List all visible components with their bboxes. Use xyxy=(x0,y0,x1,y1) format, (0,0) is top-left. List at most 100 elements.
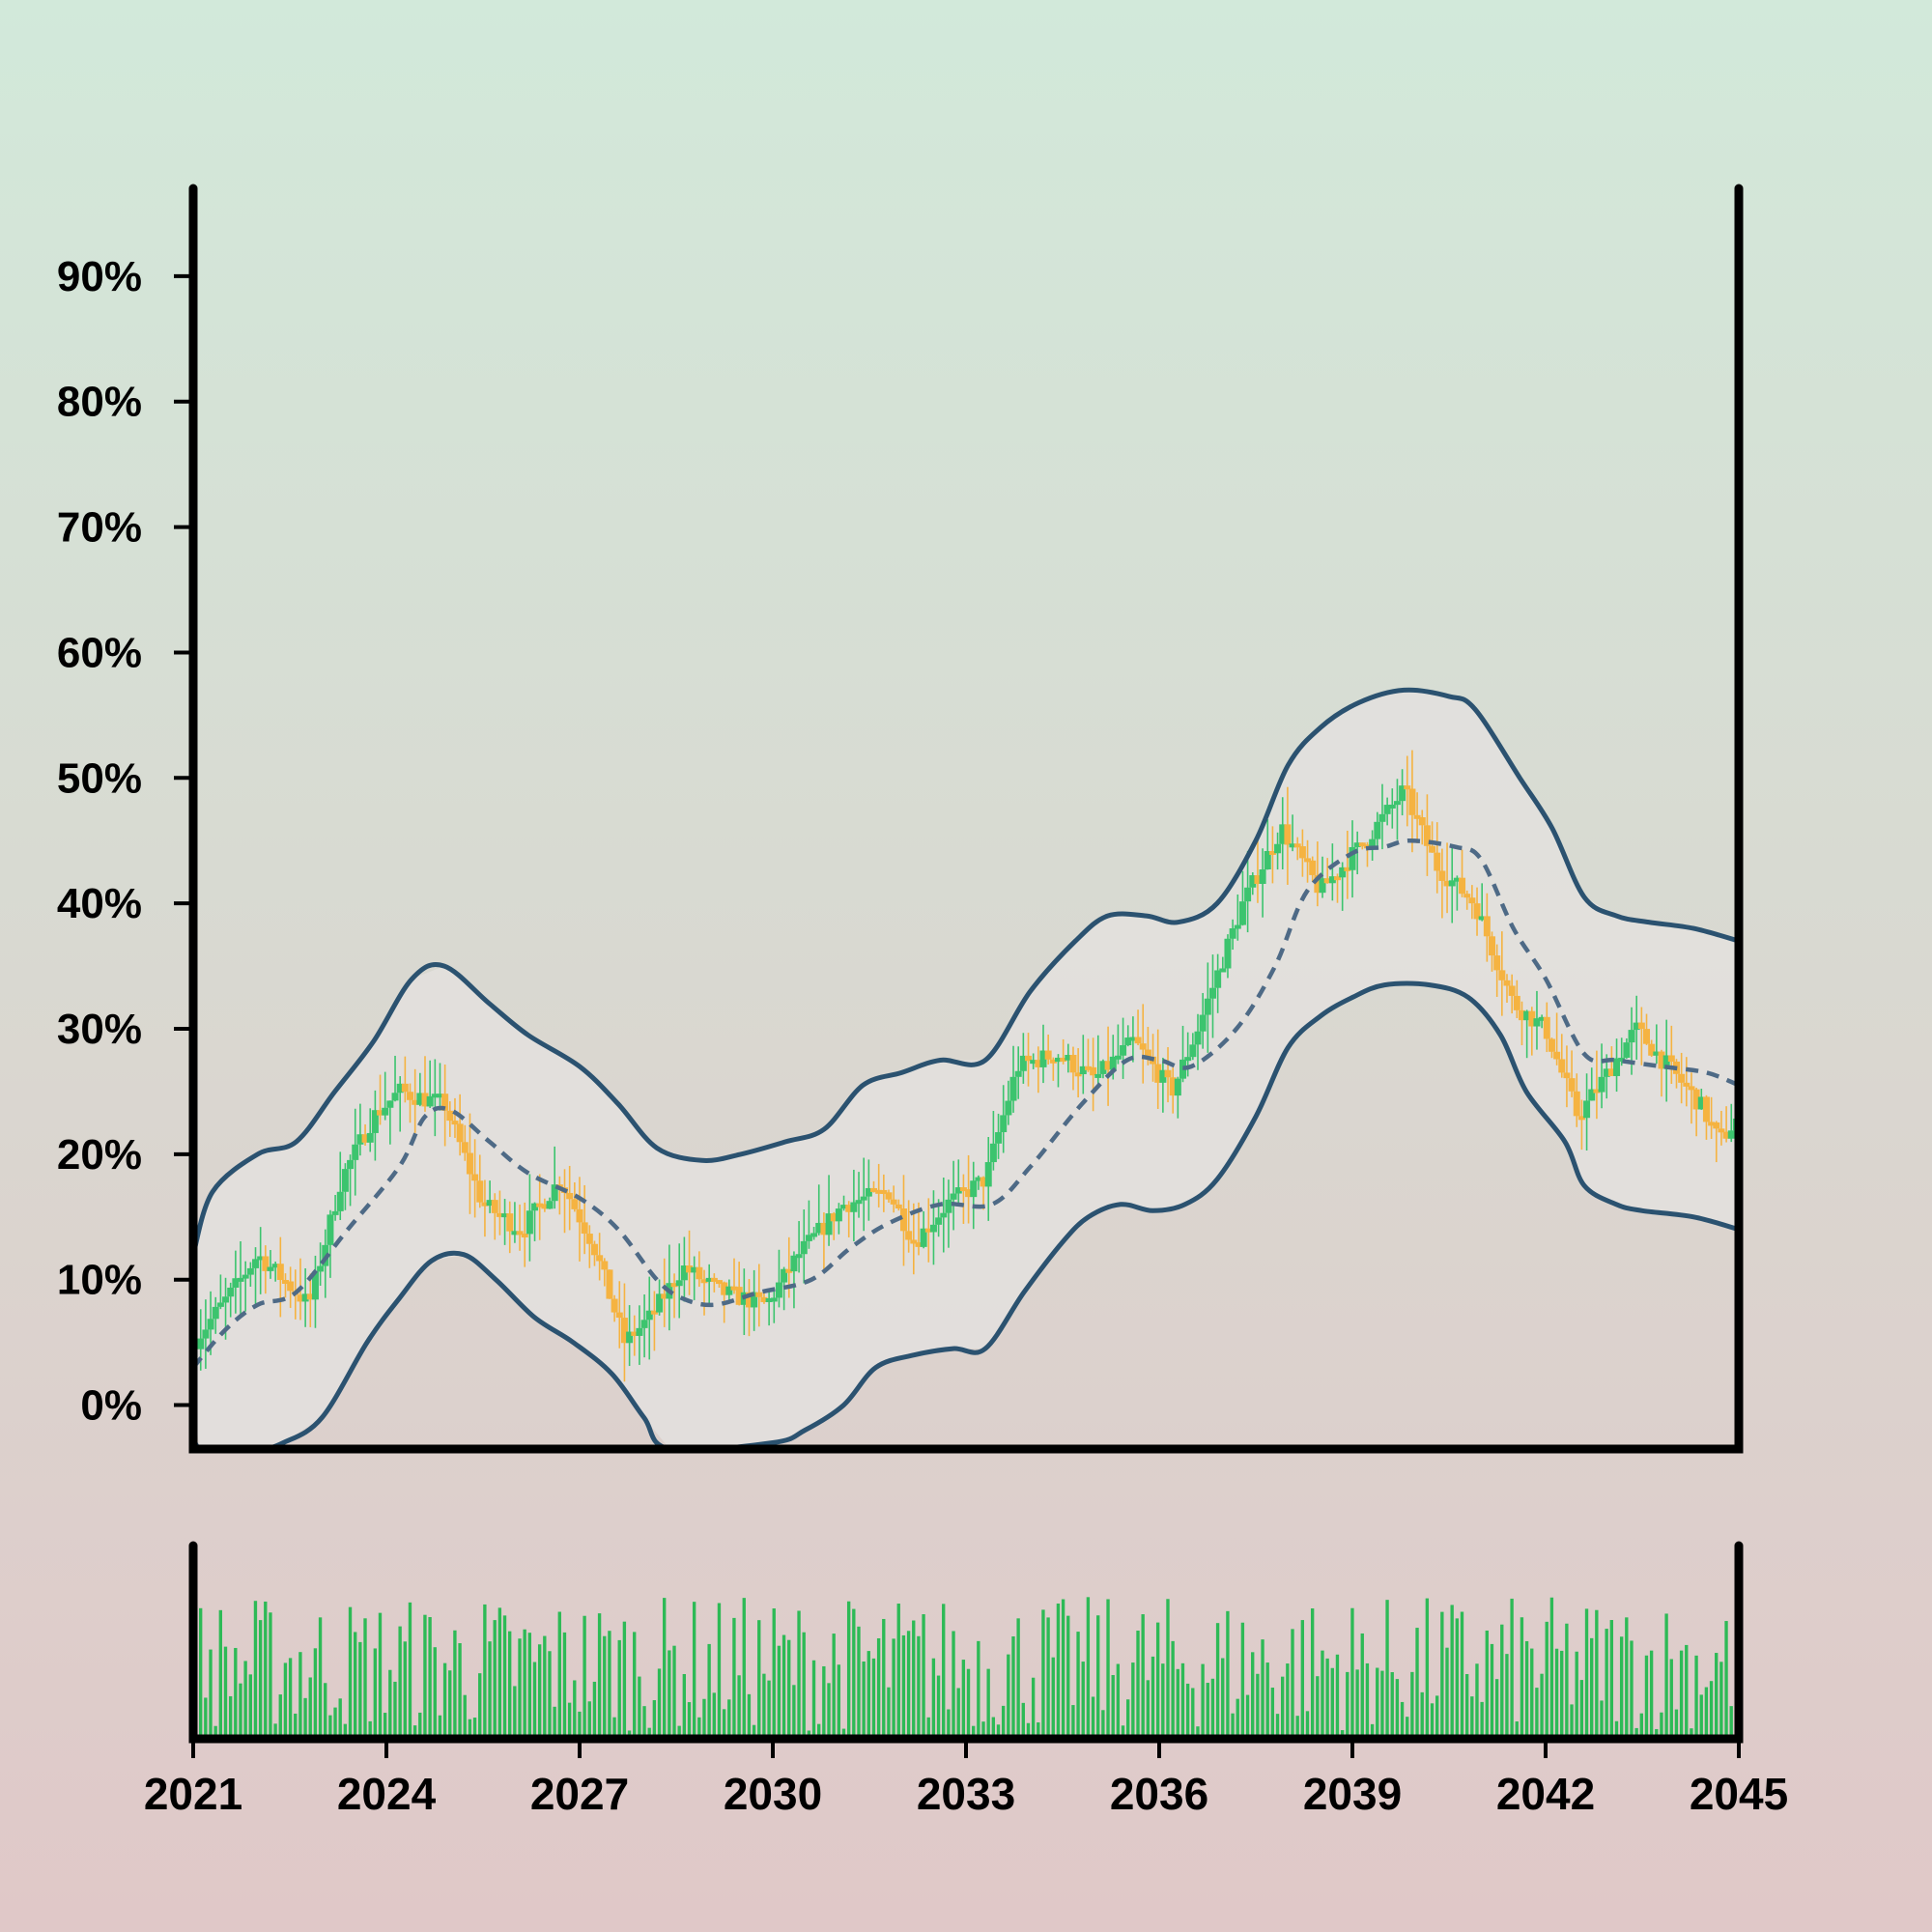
volume-bar xyxy=(1136,1631,1140,1739)
candle xyxy=(1044,1034,1052,1065)
volume-bar xyxy=(423,1614,427,1739)
y-tick-label: 90% xyxy=(57,253,142,300)
volume-bar xyxy=(752,1724,756,1739)
candle xyxy=(920,1210,927,1249)
candle-body xyxy=(1518,1009,1525,1021)
candle xyxy=(311,1255,319,1328)
volume-bar xyxy=(1206,1683,1209,1739)
candle-body xyxy=(980,1177,987,1187)
candle xyxy=(1448,845,1456,923)
volume-bar xyxy=(527,1633,532,1739)
volume-bar xyxy=(846,1601,851,1739)
candle-body xyxy=(1418,817,1426,826)
candle-body xyxy=(451,1121,459,1125)
candle-body xyxy=(1244,887,1252,902)
candle xyxy=(1633,995,1640,1060)
volume-layer xyxy=(199,1597,1744,1739)
candle xyxy=(870,1180,878,1193)
candle xyxy=(1284,786,1292,885)
volume-bar xyxy=(258,1620,263,1739)
candle-body xyxy=(805,1235,812,1241)
volume-bar xyxy=(966,1668,971,1739)
candle xyxy=(1259,848,1266,918)
candle-body xyxy=(446,1110,454,1122)
candle-body xyxy=(356,1134,364,1145)
candle-body xyxy=(361,1134,369,1143)
candle xyxy=(1319,856,1326,898)
volume-bar xyxy=(1505,1654,1509,1739)
candle xyxy=(1035,1046,1042,1094)
candle xyxy=(1678,1052,1686,1104)
volume-bar xyxy=(942,1604,946,1739)
candle xyxy=(645,1276,653,1360)
volume-bar xyxy=(1644,1655,1649,1739)
volume-bar xyxy=(433,1647,437,1739)
volume-bar xyxy=(488,1641,492,1739)
candle xyxy=(1104,1026,1112,1106)
volume-bar xyxy=(373,1648,378,1739)
volume-bar xyxy=(518,1638,522,1739)
candle xyxy=(386,1100,394,1145)
candle-body xyxy=(975,1177,982,1181)
volume-bar xyxy=(1191,1688,1195,1739)
volume-bar xyxy=(837,1664,841,1739)
candle-body xyxy=(352,1144,359,1160)
volume-bar xyxy=(478,1673,482,1739)
volume-bar xyxy=(647,1727,651,1739)
candle xyxy=(845,1201,853,1237)
volume-bar xyxy=(1081,1662,1085,1739)
candle-body xyxy=(506,1213,514,1232)
candle xyxy=(1393,779,1401,840)
volume-bar xyxy=(278,1694,282,1739)
candle xyxy=(526,1174,533,1262)
candle-body xyxy=(1284,824,1292,845)
candle-body xyxy=(691,1266,698,1273)
volume-bar xyxy=(722,1709,726,1739)
candle xyxy=(1229,919,1236,951)
candle xyxy=(1374,811,1381,849)
candle-body xyxy=(1084,1065,1092,1070)
candle-body xyxy=(730,1286,738,1291)
candle xyxy=(536,1174,544,1240)
candle-body xyxy=(407,1092,414,1100)
candle-body xyxy=(366,1132,374,1143)
volume-bar xyxy=(617,1639,621,1739)
volume-bar xyxy=(1609,1620,1614,1739)
candle xyxy=(710,1273,718,1293)
candle xyxy=(865,1159,872,1221)
candle xyxy=(401,1056,409,1103)
candle xyxy=(700,1269,708,1316)
volume-bar xyxy=(1664,1613,1668,1739)
candle xyxy=(1493,944,1501,997)
volume-bar xyxy=(1231,1713,1235,1739)
candle-body xyxy=(1478,916,1486,921)
volume-bar xyxy=(324,1683,327,1739)
volume-bar xyxy=(298,1652,302,1739)
candle xyxy=(1598,1043,1605,1109)
candle xyxy=(1134,1009,1142,1046)
candle-body xyxy=(965,1189,973,1198)
candle xyxy=(356,1103,364,1156)
candle-body xyxy=(1104,1061,1112,1070)
candle-body xyxy=(800,1240,808,1255)
candle-body xyxy=(1124,1037,1132,1045)
x-tick-label: 2036 xyxy=(1110,1769,1208,1819)
candle-body xyxy=(1538,1016,1546,1021)
volume-bar xyxy=(1545,1621,1548,1739)
candle-body xyxy=(396,1083,404,1094)
candle-body xyxy=(910,1239,918,1244)
candle-body xyxy=(1344,867,1351,871)
volume-bar xyxy=(1420,1691,1424,1739)
candle-body xyxy=(1323,878,1331,884)
candle xyxy=(924,1198,932,1263)
candle xyxy=(950,1160,957,1231)
candle xyxy=(441,1064,449,1147)
candle xyxy=(910,1203,918,1275)
candle xyxy=(1309,856,1317,883)
candle-body xyxy=(954,1187,962,1194)
candle xyxy=(1069,1046,1077,1091)
candle xyxy=(391,1055,399,1102)
volume-bar xyxy=(513,1686,517,1739)
volume-bar xyxy=(717,1603,722,1739)
candle-body xyxy=(795,1254,803,1259)
